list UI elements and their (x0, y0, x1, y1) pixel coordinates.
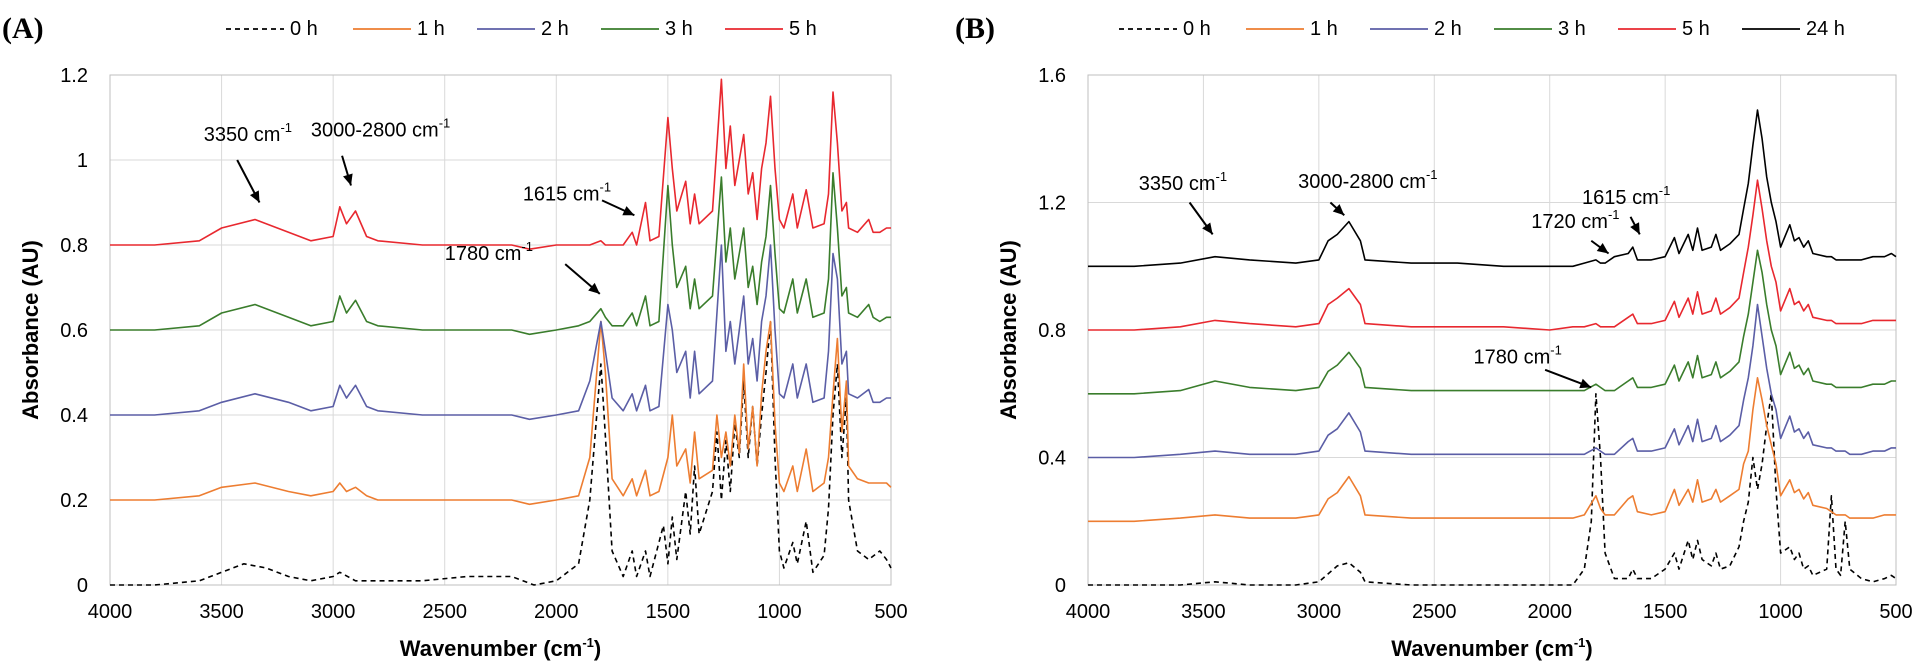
y-tick-label: 1.2 (60, 65, 88, 87)
annotation-arrowhead (588, 282, 600, 294)
x-axis-title: Wavenumber (cm-1) (400, 635, 601, 661)
x-tick-label: 1500 (1643, 601, 1688, 623)
x-tick-label: 1000 (757, 601, 802, 623)
x-tick-label: 2500 (422, 601, 467, 623)
x-tick-label: 3500 (199, 601, 244, 623)
annotation-arrowhead (1332, 204, 1345, 216)
annotation-label: 3000-2800 cm-1 (1298, 167, 1437, 193)
x-tick-label: 2500 (1412, 601, 1457, 623)
x-tick-label: 3000 (1297, 601, 1342, 623)
legend-label: 1 h (417, 18, 445, 40)
series-line (1088, 249, 1896, 395)
series-line (110, 320, 892, 586)
y-tick-label: 1.6 (1038, 65, 1066, 87)
series-line (110, 320, 892, 506)
legend-label: 0 h (1183, 18, 1211, 40)
chart-panel-b: (B) 4000 3500 3000 2500 2000 1500 1000 500 0 0.4 0.… (955, 12, 1913, 661)
x-tick-label: 3500 (1181, 601, 1226, 623)
chart-panel-a: (A) 4000 3500 3000 2500 2000 1500 1000 500 0 0.2 0.… (2, 12, 908, 661)
y-tick-label: 0.6 (60, 320, 88, 342)
y-axis-title: Absorbance (AU) (996, 240, 1021, 420)
legend-label: 3 h (665, 18, 693, 40)
annotation-arrowhead (1579, 378, 1592, 389)
series-line (1088, 303, 1896, 459)
annotation-arrowhead (1596, 242, 1609, 254)
x-tick-label: 3000 (311, 601, 356, 623)
legend-label: 2 h (1434, 18, 1462, 40)
annotation-arrowhead (249, 190, 260, 203)
series-line (1088, 179, 1896, 331)
legend-label: 0 h (290, 18, 318, 40)
legend-label: 2 h (541, 18, 569, 40)
annotation-label: 1780 cm-1 (445, 239, 533, 265)
series-line (1088, 109, 1897, 268)
y-axis-title: Absorbance (AU) (18, 240, 43, 420)
x-tick-label: 500 (874, 601, 907, 623)
y-tick-label: 1 (77, 150, 88, 172)
x-tick-label: 500 (1879, 601, 1912, 623)
y-tick-label: 0.2 (60, 490, 88, 512)
annotation-label: 3350 cm-1 (204, 120, 292, 146)
annotation-arrowhead (622, 206, 635, 216)
y-tick-label: 0.8 (60, 235, 88, 257)
series-line (110, 244, 891, 421)
annotation-label: 1720 cm-1 (1531, 207, 1619, 233)
x-tick-label: 4000 (1066, 601, 1111, 623)
legend-label: 1 h (1310, 18, 1338, 40)
y-tick-label: 0.8 (1038, 320, 1066, 342)
series-line (110, 78, 891, 250)
y-tick-label: 1.2 (1038, 193, 1066, 215)
x-tick-label: 2000 (534, 601, 579, 623)
annotation-label: 3350 cm-1 (1139, 169, 1227, 195)
y-tick-label: 0 (77, 575, 88, 597)
annotation-arrowhead (343, 173, 353, 186)
x-tick-label: 2000 (1527, 601, 1572, 623)
annotation-label: 3000-2800 cm-1 (311, 116, 450, 142)
y-tick-label: 0 (1055, 575, 1066, 597)
series-line (1088, 377, 1896, 523)
annotation-arrowhead (1630, 222, 1640, 235)
y-tick-label: 0.4 (60, 405, 88, 427)
panel-label: (A) (2, 12, 44, 45)
series-line (1088, 393, 1897, 586)
annotation-arrowhead (1202, 222, 1213, 235)
annotation-label: 1615 cm-1 (1582, 183, 1670, 209)
panel-label: (B) (955, 12, 995, 45)
legend-label: 3 h (1558, 18, 1586, 40)
series-line (110, 172, 891, 336)
x-axis-title: Wavenumber (cm-1) (1391, 635, 1592, 661)
y-tick-label: 0.4 (1038, 448, 1066, 470)
legend-label: 5 h (789, 18, 817, 40)
x-tick-label: 4000 (88, 601, 133, 623)
legend-label: 24 h (1806, 18, 1845, 40)
x-tick-label: 1000 (1758, 601, 1803, 623)
annotation-label: 1615 cm-1 (523, 179, 611, 205)
annotation-label: 1780 cm-1 (1474, 342, 1562, 368)
x-tick-label: 1500 (646, 601, 691, 623)
legend-label: 5 h (1682, 18, 1710, 40)
